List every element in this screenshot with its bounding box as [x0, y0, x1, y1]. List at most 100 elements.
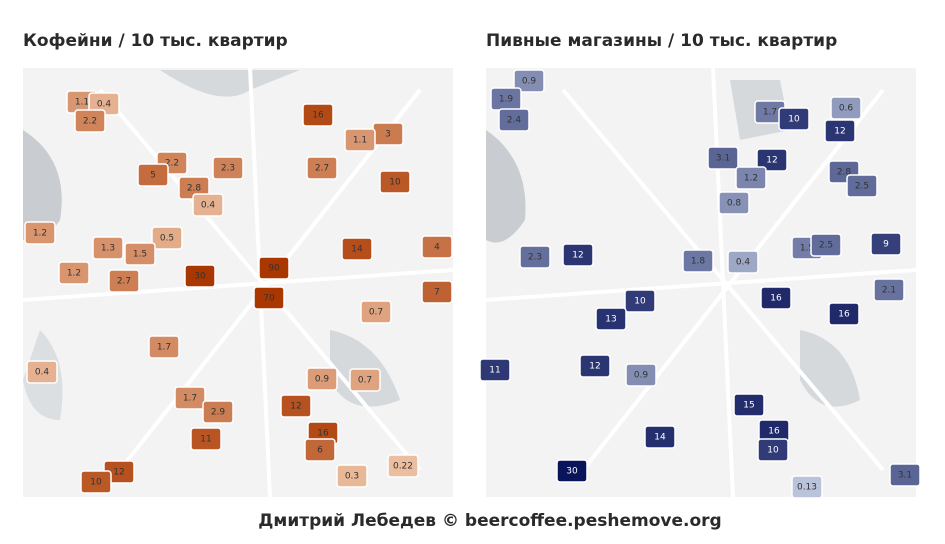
district	[513, 69, 545, 93]
district-label: 14	[351, 245, 363, 255]
district-label: 2.4	[507, 116, 522, 126]
district-label: 16	[768, 427, 780, 437]
district	[379, 170, 411, 194]
district	[778, 107, 810, 131]
district-label: 3.1	[716, 154, 730, 164]
district-label: 9	[883, 240, 889, 250]
district	[757, 438, 789, 462]
district-label: 6	[317, 446, 323, 456]
district	[344, 128, 376, 152]
left-title: Кофейни / 10 тыс. квартир	[23, 31, 288, 51]
district-label: 0.13	[797, 483, 817, 493]
credit: Дмитрий Лебедев © beercoffee.peshemove.o…	[258, 511, 721, 531]
district	[870, 232, 902, 256]
district-label: 1.1	[75, 98, 89, 108]
district	[830, 96, 862, 120]
district-label: 1.7	[183, 394, 197, 404]
district-label: 0.3	[345, 472, 359, 482]
district-label: 2.3	[221, 164, 235, 174]
district-label: 2.5	[855, 182, 869, 192]
district-label: 0.9	[634, 371, 649, 381]
district	[258, 256, 290, 280]
district	[889, 463, 921, 487]
district-label: 0.5	[160, 234, 174, 244]
district	[421, 235, 453, 259]
district-label: 0.7	[358, 376, 372, 386]
district	[727, 250, 759, 274]
district-label: 1.9	[499, 95, 514, 105]
district-label: 16	[838, 310, 850, 320]
district-label: 0.9	[315, 375, 330, 385]
right-title: Пивные магазины / 10 тыс. квартир	[486, 31, 837, 51]
district	[190, 427, 222, 451]
district	[341, 237, 373, 261]
district-label: 0.7	[369, 308, 383, 318]
district-label: 13	[605, 315, 616, 325]
district	[148, 335, 180, 359]
district-label: 16	[312, 111, 324, 121]
district	[306, 367, 338, 391]
district	[253, 286, 285, 310]
district-label: 10	[788, 115, 800, 125]
district-label: 0.8	[727, 199, 742, 209]
district-label: 1.7	[157, 343, 171, 353]
district	[74, 109, 106, 133]
district	[810, 233, 842, 257]
district	[387, 454, 419, 478]
district-label: 30	[566, 467, 578, 477]
district-label: 12	[572, 251, 583, 261]
district	[58, 261, 90, 285]
district	[595, 307, 627, 331]
district-label: 0.4	[201, 201, 216, 211]
district	[202, 400, 234, 424]
district	[760, 286, 792, 310]
district	[421, 280, 453, 304]
district-label: 1.2	[744, 174, 758, 184]
district	[280, 394, 312, 418]
district-label: 70	[263, 294, 275, 304]
district	[733, 393, 765, 417]
district-label: 30	[194, 272, 206, 282]
district-label: 7	[434, 288, 440, 298]
district-label: 10	[767, 446, 779, 456]
district-label: 1.2	[67, 269, 81, 279]
district-label: 1.5	[133, 250, 147, 260]
district-label: 0.22	[393, 462, 413, 472]
district	[80, 470, 112, 494]
district-label: 3.1	[898, 471, 912, 481]
district-label: 0.4	[736, 258, 751, 268]
district-label: 12	[766, 156, 777, 166]
district-label: 15	[743, 401, 754, 411]
district-label: 2.8	[187, 184, 202, 194]
district-label: 12	[290, 402, 301, 412]
district-label: 11	[200, 435, 211, 445]
district-label: 1.7	[763, 108, 777, 118]
district	[108, 269, 140, 293]
district	[479, 358, 511, 382]
district-label: 12	[113, 468, 124, 478]
district-label: 1.2	[33, 229, 47, 239]
district	[24, 221, 56, 245]
district-label: 12	[834, 127, 845, 137]
district	[824, 119, 856, 143]
district	[828, 302, 860, 326]
district	[212, 156, 244, 180]
district	[151, 226, 183, 250]
district-label: 2.9	[211, 408, 226, 418]
district-label: 1.3	[101, 244, 115, 254]
district	[562, 243, 594, 267]
district-label: 12	[589, 362, 600, 372]
district	[302, 103, 334, 127]
district-label: 2.7	[117, 277, 131, 287]
district	[791, 475, 823, 499]
district-label: 10	[634, 297, 646, 307]
district-label: 4	[434, 243, 440, 253]
district	[304, 438, 336, 462]
district	[625, 363, 657, 387]
district	[735, 166, 767, 190]
district	[336, 464, 368, 488]
district	[124, 242, 156, 266]
district	[579, 354, 611, 378]
district-label: 1.5	[800, 244, 814, 254]
